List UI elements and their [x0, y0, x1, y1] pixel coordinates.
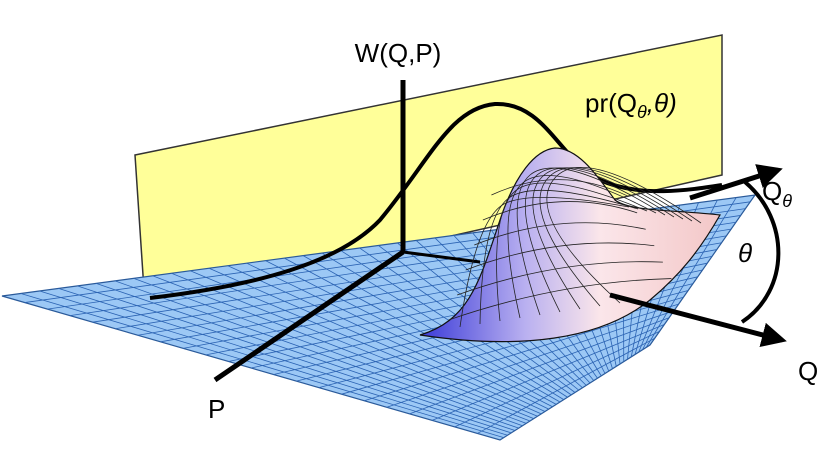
rotated-axis — [689, 164, 783, 201]
angle-arc — [740, 180, 781, 324]
mesh-line — [448, 278, 672, 321]
rotated-axis-label: Qθ — [762, 176, 792, 211]
p-axis-label: P — [208, 394, 225, 424]
mesh-line — [496, 182, 648, 322]
mesh-line — [532, 167, 684, 310]
mesh-line — [465, 242, 655, 271]
rotated-axis-subscript: θ — [782, 191, 792, 211]
mesh-line — [539, 167, 693, 307]
mesh-line — [474, 222, 646, 246]
grid-line — [409, 317, 670, 415]
projection-prefix: pr(Q — [585, 88, 637, 118]
mesh-line — [457, 261, 663, 296]
grid-line — [386, 310, 674, 408]
grid-line — [477, 337, 655, 434]
q-axis-back — [402, 250, 481, 264]
projection-label: pr(Qθ,θ) — [585, 88, 677, 122]
grid-line — [454, 331, 660, 428]
q-axis — [609, 292, 787, 348]
mesh-line — [524, 167, 675, 313]
angle-label: θ — [738, 238, 752, 268]
q-axis-label: Q — [798, 356, 818, 386]
projection-suffix: ,θ) — [647, 88, 677, 118]
mesh-line — [479, 189, 639, 325]
grid-line — [364, 303, 679, 402]
rotated-axis-main: Q — [762, 176, 782, 206]
projection-plane — [134, 34, 723, 306]
surface-mesh — [448, 167, 702, 328]
mesh-line — [546, 167, 702, 304]
grid-line — [431, 324, 665, 421]
marginal-curve — [149, 101, 723, 300]
p-axis — [213, 249, 405, 383]
mesh-line — [482, 201, 638, 221]
mesh-line — [491, 179, 629, 197]
w-axis-label: W(Q,P) — [355, 38, 442, 68]
projection-subscript: θ — [637, 102, 647, 122]
